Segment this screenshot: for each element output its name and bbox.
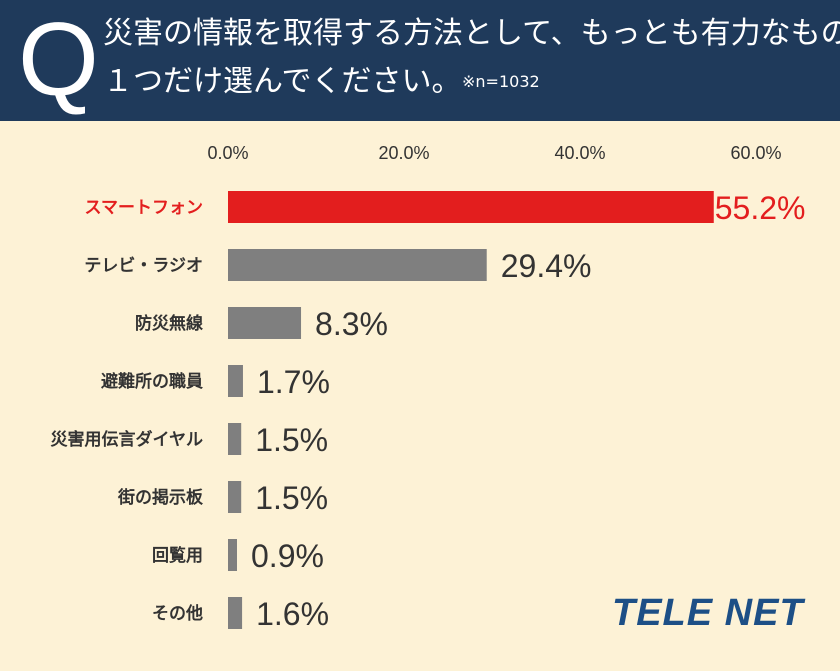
bar [228,481,242,513]
value-label: 1.5% [255,422,328,458]
category-label: 回覧用 [152,545,203,566]
x-tick-label: 40.0% [554,143,605,163]
bar [228,191,714,223]
question-text-line1: 災害の情報を取得する方法として、もっとも有力なものを [103,16,840,51]
category-label: スマートフォン [85,198,204,218]
category-label: その他 [152,603,203,624]
value-label: 1.6% [256,596,329,632]
bar [228,423,242,455]
bar [228,307,302,339]
value-label: 29.4% [501,248,592,284]
category-label: テレビ・ラジオ [84,256,203,276]
bar [228,249,487,281]
value-label: 55.2% [715,190,806,226]
question-header: Q 災害の情報を取得する方法として、もっとも有力なものを １つだけ選んでください… [0,0,840,121]
value-label: 8.3% [315,306,388,342]
bar [228,365,243,397]
category-label: 街の掲示板 [117,487,204,508]
category-label: 災害用伝言ダイヤル [51,429,204,450]
bar-chart: 0.0% 20.0% 40.0% 60.0% スマートフォン 55.2% テレビ・ラジオ 29… [51,143,806,632]
q-letter: Q [18,2,99,118]
value-label: 1.7% [257,364,330,400]
category-label: 避難所の職員 [101,371,203,392]
bar [228,597,243,629]
bar [228,539,237,571]
value-label: 1.5% [255,480,328,516]
value-label: 0.9% [251,538,324,574]
category-label: 防災無線 [135,313,203,334]
x-tick-label: 20.0% [378,143,429,163]
question-text-line2: １つだけ選んでください。 [103,64,462,99]
sample-size-note: ※n=1032 [462,72,540,91]
telenet-logo: TELE NET [612,592,804,634]
x-tick-label: 60.0% [730,143,781,163]
x-tick-label: 0.0% [207,143,248,163]
